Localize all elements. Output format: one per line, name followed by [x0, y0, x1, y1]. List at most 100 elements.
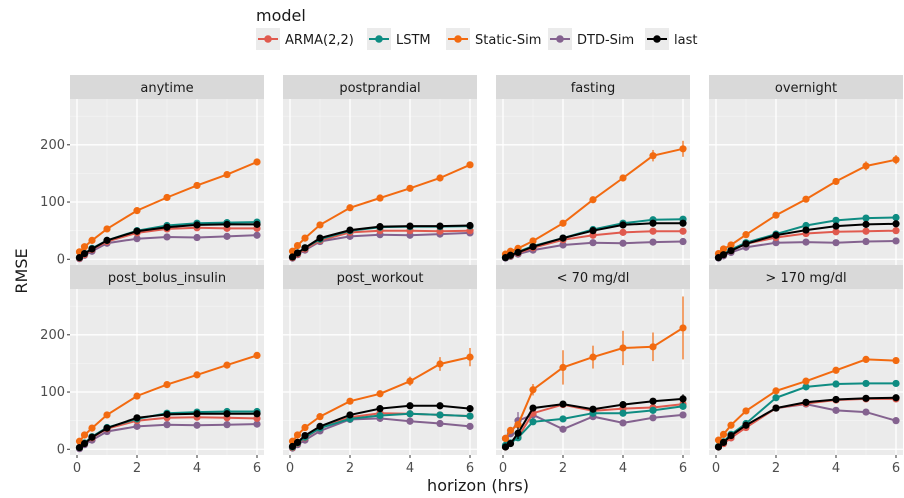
data-point	[436, 222, 444, 230]
legend-entry-dtd-sim: DTD-Sim	[548, 28, 634, 50]
legend-label: DTD-Sim	[577, 33, 634, 48]
x-tick-label: 0	[286, 461, 294, 476]
panel-strip	[496, 75, 690, 99]
data-point	[193, 181, 201, 190]
data-point	[253, 351, 261, 359]
series-static-sim	[501, 296, 687, 442]
data-point	[772, 404, 780, 412]
data-point	[223, 170, 231, 179]
x-tick-label: 0	[73, 461, 81, 476]
data-point	[253, 231, 261, 239]
data-point	[501, 443, 510, 451]
data-point	[559, 234, 567, 242]
data-point	[892, 394, 900, 402]
data-point	[589, 353, 597, 361]
panel-series	[714, 355, 900, 451]
legend-entry-lstm: LSTM	[367, 28, 431, 50]
x-tick-label: 2	[772, 461, 780, 476]
x-tick-label: 4	[619, 461, 627, 476]
panel-title: anytime	[140, 81, 193, 96]
data-point	[406, 417, 414, 425]
data-point	[832, 222, 840, 230]
panel-postprandial: postprandial	[283, 75, 477, 265]
series-last	[288, 221, 474, 261]
data-point	[406, 402, 414, 410]
data-point	[406, 410, 414, 418]
data-point	[649, 219, 657, 227]
data-point	[193, 233, 201, 242]
data-point	[727, 421, 735, 429]
data-point	[406, 222, 414, 230]
data-point	[862, 214, 870, 222]
data-point	[80, 249, 89, 258]
panel-series	[714, 155, 900, 262]
data-point	[163, 421, 171, 429]
data-point	[679, 227, 687, 235]
legend-entry-static-sim: Static-Sim	[446, 28, 541, 50]
data-point	[832, 216, 840, 224]
data-point	[619, 221, 627, 229]
data-point	[649, 343, 657, 351]
data-point	[619, 344, 627, 352]
data-point	[649, 397, 657, 405]
x-tick-label: 2	[559, 461, 567, 476]
data-point	[514, 429, 522, 437]
data-point	[133, 414, 141, 422]
data-point	[376, 411, 384, 420]
series-last	[288, 402, 474, 451]
x-tick-label: 0	[712, 461, 720, 476]
legend-label: Static-Sim	[475, 33, 541, 48]
panel-series	[501, 140, 687, 262]
data-point	[892, 220, 900, 228]
data-point	[316, 422, 324, 430]
x-tick-label: 4	[406, 461, 414, 476]
data-point	[193, 371, 201, 379]
data-point	[376, 390, 384, 398]
series-last	[501, 394, 687, 451]
panel-series	[288, 161, 474, 262]
data-point	[163, 193, 171, 202]
panel-series	[75, 158, 261, 263]
data-point	[772, 231, 780, 239]
data-point	[529, 237, 537, 245]
data-point	[436, 402, 444, 410]
data-point	[193, 421, 201, 429]
data-point	[802, 195, 810, 203]
data-point	[619, 401, 627, 409]
data-point	[466, 353, 474, 361]
series-last	[75, 220, 261, 262]
data-point	[892, 227, 900, 235]
data-point	[832, 228, 840, 236]
data-point	[501, 434, 510, 442]
data-point	[679, 402, 687, 410]
series-last	[714, 220, 900, 262]
legend-label: ARMA(2,2)	[285, 33, 354, 48]
y-tick-label: 100	[40, 385, 65, 400]
data-point	[679, 411, 687, 419]
data-point	[772, 211, 780, 219]
legend-label: LSTM	[396, 33, 431, 48]
x-tick-label: 6	[892, 461, 900, 476]
legend-key-point	[454, 35, 462, 43]
data-point	[529, 404, 537, 412]
data-point	[301, 244, 309, 252]
y-tick-label: 200	[40, 138, 65, 153]
data-point	[88, 245, 96, 253]
data-point	[892, 156, 900, 164]
panel-strip	[709, 75, 903, 99]
data-point	[589, 405, 597, 413]
panel-70-mg-dl: < 70 mg/dl 0 2 4 6	[496, 265, 690, 476]
legend-title: model	[256, 6, 306, 25]
data-point	[529, 243, 537, 251]
data-point	[862, 394, 870, 402]
data-point	[223, 410, 231, 418]
data-point	[649, 152, 657, 160]
legend-entry-last: last	[645, 28, 697, 50]
data-point	[832, 380, 840, 388]
panel-title: > 170 mg/dl	[765, 271, 846, 286]
panel-strip	[70, 265, 264, 289]
series-static-sim	[714, 155, 900, 258]
data-point	[253, 420, 261, 428]
data-point	[436, 174, 444, 182]
